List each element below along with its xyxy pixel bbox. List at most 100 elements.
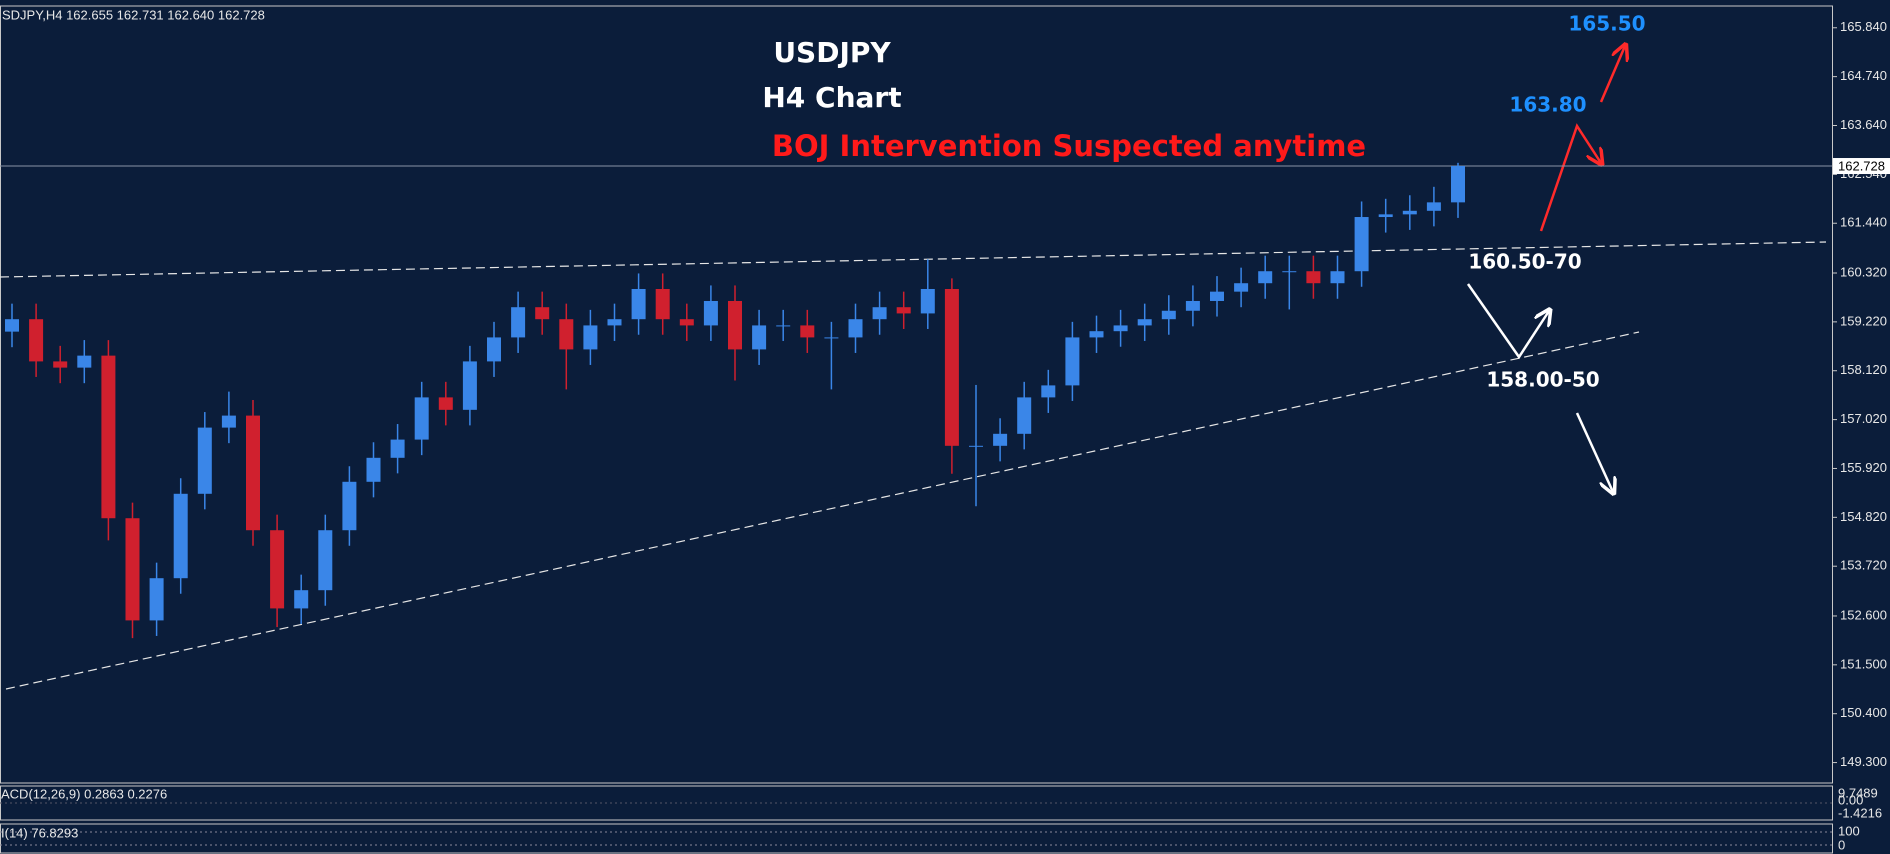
- macd-axis-label: 9.7489: [1838, 785, 1878, 800]
- support-trendline: [5, 331, 1640, 690]
- candle-body: [1258, 271, 1273, 284]
- candle-body: [969, 445, 983, 447]
- symbol-header: SDJPY,H4 162.655 162.731 162.640 162.728: [2, 7, 265, 22]
- candle-body: [414, 397, 429, 440]
- candle-body: [511, 307, 526, 338]
- candle-body: [896, 307, 911, 314]
- candle-body: [1113, 325, 1128, 332]
- bear-arrow: [1575, 412, 1613, 492]
- candle-body: [221, 415, 236, 428]
- candle-body: [607, 319, 622, 326]
- current-price-box: [1833, 158, 1890, 175]
- candle-body: [1306, 271, 1321, 284]
- support-annotation: 158.00-50: [1486, 368, 1599, 392]
- candle-body: [1089, 331, 1104, 338]
- candle-body: [342, 481, 357, 531]
- candle-body: [824, 337, 839, 339]
- candle-body: [655, 288, 670, 320]
- candle-body: [752, 325, 767, 350]
- macd-axis-label: 0.00: [1838, 792, 1863, 807]
- candle-body: [559, 319, 574, 350]
- candle-body: [149, 578, 164, 621]
- candle-body: [920, 288, 935, 314]
- candle-body: [728, 300, 742, 350]
- y-tick-label: 151.500: [1840, 656, 1887, 671]
- y-tick-label: 155.920: [1840, 460, 1887, 475]
- y-tick-label: 165.840: [1840, 19, 1887, 34]
- candle-body: [679, 319, 694, 326]
- candle-body: [848, 319, 863, 338]
- y-tick-label: 159.220: [1840, 313, 1887, 328]
- candle-body: [872, 307, 887, 320]
- candle-body: [1426, 202, 1441, 211]
- macd-axis-label: -1.4216: [1838, 805, 1882, 820]
- candle-body: [1282, 271, 1297, 273]
- headline-annotation: BOJ Intervention Suspected anytime: [772, 129, 1366, 163]
- candle-body: [1210, 291, 1224, 301]
- y-tick-label: 157.020: [1840, 411, 1887, 426]
- candle-body: [125, 518, 140, 621]
- candle-body: [246, 415, 260, 531]
- macd-label: ACD(12,26,9) 0.2863 0.2276: [1, 786, 167, 801]
- y-tick-label: 150.400: [1840, 705, 1887, 720]
- y-tick-label: 153.720: [1840, 558, 1887, 573]
- candle-body: [1041, 385, 1056, 398]
- candle-body: [993, 433, 1008, 446]
- candle-body: [390, 439, 405, 458]
- rsi-panel: [0, 823, 1833, 854]
- chart-subtitle: H4 Chart: [762, 81, 901, 114]
- candle-body: [1330, 271, 1345, 284]
- y-tick-label: 163.640: [1840, 117, 1887, 132]
- candle-body: [438, 397, 453, 410]
- rsi-axis-label: 100: [1838, 823, 1860, 838]
- candle-body: [800, 325, 815, 338]
- rsi-label: I(14) 76.8293: [1, 825, 78, 840]
- y-tick-label: 160.320: [1840, 264, 1887, 279]
- candle-body: [1065, 337, 1080, 386]
- candle-body: [270, 530, 285, 609]
- candle-body: [366, 457, 381, 482]
- candle-body: [1185, 300, 1200, 311]
- candle-body: [1354, 217, 1369, 272]
- candle-body: [5, 319, 19, 332]
- candle-body: [1017, 397, 1032, 434]
- bounce-arrow: [1466, 283, 1549, 360]
- y-tick-label: 154.820: [1840, 509, 1887, 524]
- candle-body: [776, 325, 791, 327]
- bull-arrow: [1599, 46, 1625, 103]
- bull-arrow: [1539, 123, 1601, 232]
- chart-title: USDJPY: [773, 36, 891, 69]
- rsi-axis-label: 0: [1838, 837, 1845, 852]
- candle-body: [1234, 283, 1249, 292]
- target-annotation: 163.80: [1509, 93, 1586, 117]
- candle-body: [1161, 310, 1176, 320]
- y-tick-label: 161.440: [1840, 215, 1887, 230]
- target-annotation: 165.50: [1568, 12, 1645, 36]
- candle-body: [703, 300, 718, 326]
- candle-body: [294, 590, 309, 609]
- y-tick-label: 164.740: [1840, 68, 1887, 83]
- candle-body: [944, 288, 959, 446]
- candle-body: [197, 427, 212, 494]
- y-tick-label: 158.120: [1840, 362, 1887, 377]
- y-tick-label: 152.600: [1840, 607, 1887, 622]
- resistance-annotation: 160.50-70: [1468, 250, 1581, 274]
- candle-body: [53, 361, 68, 368]
- main-panel: [0, 5, 1833, 784]
- candle-body: [1451, 165, 1465, 203]
- candle-body: [631, 288, 646, 320]
- candle-body: [29, 319, 44, 362]
- candle-body: [1137, 319, 1152, 326]
- candle-body: [535, 307, 550, 320]
- candle-body: [1402, 210, 1417, 215]
- candle-body: [487, 337, 501, 362]
- candle-body: [77, 355, 92, 368]
- candle-body: [1378, 214, 1393, 218]
- y-tick-label: 149.300: [1840, 754, 1887, 769]
- candle-body: [583, 325, 598, 350]
- candle-body: [462, 361, 477, 410]
- candle-body: [318, 530, 333, 591]
- current-price-label: 162.728: [1838, 158, 1885, 173]
- resistance-trendline: [0, 241, 1827, 278]
